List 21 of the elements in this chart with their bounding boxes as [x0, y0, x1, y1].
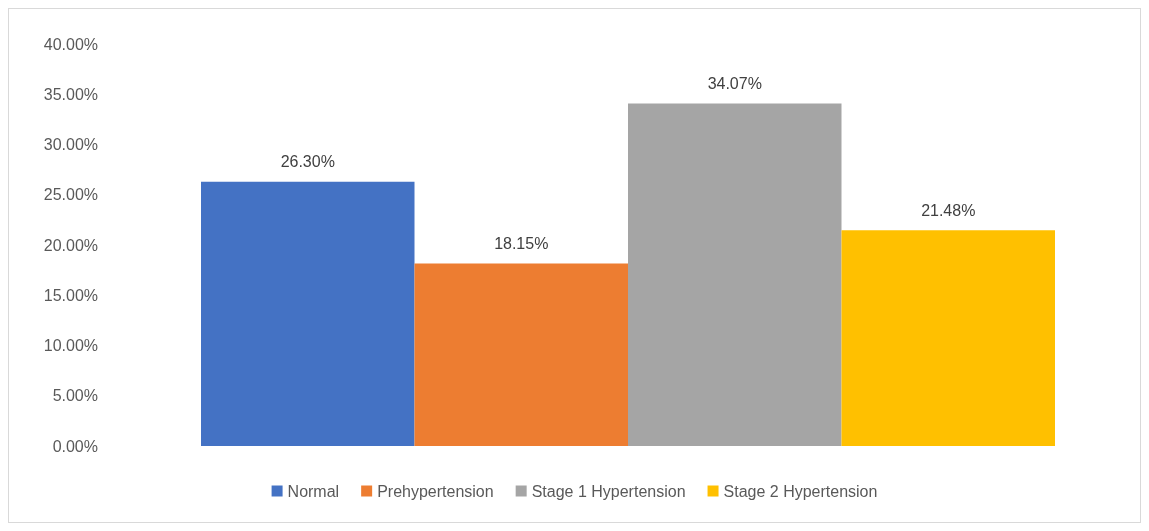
y-tick-label: 10.00% — [43, 337, 98, 354]
bar — [201, 181, 415, 446]
bar — [628, 103, 842, 446]
y-tick-label: 40.00% — [43, 35, 98, 53]
legend-label: Stage 1 Hypertension — [531, 482, 686, 500]
bar — [414, 263, 628, 446]
y-tick-label: 25.00% — [43, 186, 98, 204]
data-label: 34.07% — [707, 75, 762, 93]
y-tick-label: 35.00% — [43, 85, 98, 103]
y-tick-label: 30.00% — [43, 136, 98, 153]
legend-label: Prehypertension — [377, 482, 494, 500]
data-label: 18.15% — [494, 235, 549, 253]
legend-label: Stage 2 Hypertension — [723, 482, 878, 500]
bar — [841, 230, 1055, 446]
y-tick-label: 0.00% — [52, 437, 98, 455]
y-tick-label: 15.00% — [43, 286, 98, 304]
data-label: 26.30% — [280, 153, 335, 171]
y-tick-label: 20.00% — [43, 236, 98, 254]
legend-label: Normal — [287, 482, 340, 500]
y-tick-label: 5.00% — [52, 387, 98, 405]
data-label: 21.48% — [921, 201, 976, 219]
